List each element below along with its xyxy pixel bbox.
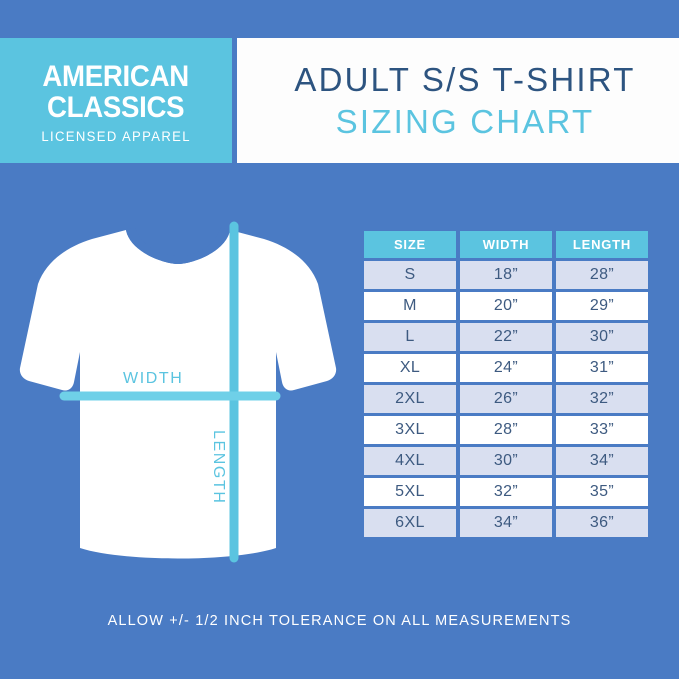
cell-width: 18” <box>460 261 552 289</box>
table-row: XL 24” 31” <box>364 354 648 382</box>
cell-width: 30” <box>460 447 552 475</box>
brand-tagline: LICENSED APPAREL <box>41 129 191 144</box>
cell-width: 34” <box>460 509 552 537</box>
cell-length: 32” <box>556 385 648 413</box>
cell-size: XL <box>364 354 456 382</box>
table-row: 3XL 28” 33” <box>364 416 648 444</box>
cell-size: 3XL <box>364 416 456 444</box>
cell-size: M <box>364 292 456 320</box>
table-row: 5XL 32” 35” <box>364 478 648 506</box>
page-title-secondary: SIZING CHART <box>335 102 595 140</box>
cell-width: 26” <box>460 385 552 413</box>
cell-width: 28” <box>460 416 552 444</box>
page-title-primary: ADULT S/S T-SHIRT <box>294 60 636 98</box>
size-table: SIZE WIDTH LENGTH S 18” 28” M 20” 29” L … <box>360 228 652 540</box>
header-band: AMERICAN CLASSICS LICENSED APPAREL ADULT… <box>0 38 679 163</box>
tolerance-note: ALLOW +/- 1/2 INCH TOLERANCE ON ALL MEAS… <box>107 613 572 629</box>
cell-width: 32” <box>460 478 552 506</box>
cell-size: 5XL <box>364 478 456 506</box>
column-header-size: SIZE <box>364 231 456 258</box>
cell-width: 20” <box>460 292 552 320</box>
table-row: M 20” 29” <box>364 292 648 320</box>
table-row: 4XL 30” 34” <box>364 447 648 475</box>
cell-length: 30” <box>556 323 648 351</box>
cell-width: 24” <box>460 354 552 382</box>
cell-length: 34” <box>556 447 648 475</box>
table-header-row: SIZE WIDTH LENGTH <box>364 231 648 258</box>
cell-length: 31” <box>556 354 648 382</box>
cell-size: L <box>364 323 456 351</box>
table-row: 6XL 34” 36” <box>364 509 648 537</box>
cell-size: 6XL <box>364 509 456 537</box>
shirt-collar <box>126 227 230 264</box>
cell-length: 29” <box>556 292 648 320</box>
brand-name-line1: AMERICAN <box>42 60 190 93</box>
cell-length: 33” <box>556 416 648 444</box>
cell-width: 22” <box>460 323 552 351</box>
tshirt-illustration <box>19 221 337 563</box>
column-header-width: WIDTH <box>460 231 552 258</box>
cell-length: 35” <box>556 478 648 506</box>
table-row: S 18” 28” <box>364 261 648 289</box>
length-label: LENGTH <box>210 430 227 505</box>
brand-name-line2: CLASSICS <box>47 91 185 124</box>
cell-size: 4XL <box>364 447 456 475</box>
column-header-length: LENGTH <box>556 231 648 258</box>
table-row: L 22” 30” <box>364 323 648 351</box>
brand-logo-block: AMERICAN CLASSICS LICENSED APPAREL <box>0 38 232 163</box>
cell-size: S <box>364 261 456 289</box>
tshirt-diagram <box>18 218 338 568</box>
title-block: ADULT S/S T-SHIRT SIZING CHART <box>237 38 679 163</box>
table-row: 2XL 26” 32” <box>364 385 648 413</box>
width-label: WIDTH <box>123 370 184 387</box>
cell-size: 2XL <box>364 385 456 413</box>
cell-length: 36” <box>556 509 648 537</box>
cell-length: 28” <box>556 261 648 289</box>
